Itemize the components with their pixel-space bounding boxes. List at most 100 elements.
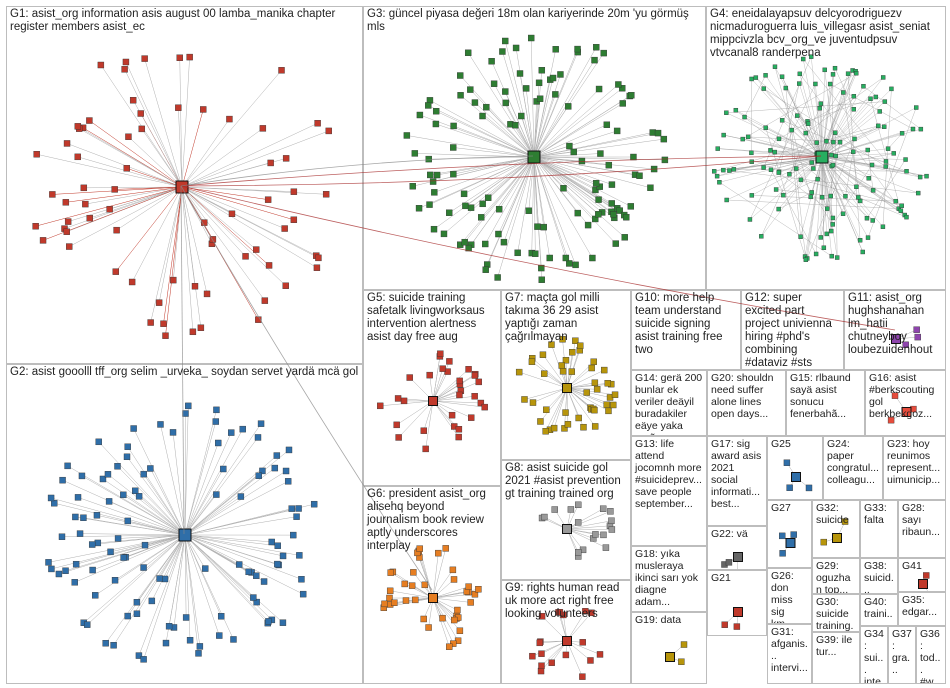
node [790,531,797,538]
node [724,197,729,203]
edge [83,186,183,189]
group-label: G9: rights human read uk more act right … [505,582,620,620]
edge [803,58,887,162]
edge [114,534,186,581]
edge [390,590,434,599]
edge [76,534,186,565]
edge [102,478,186,536]
node [62,567,69,574]
node [411,150,419,157]
hub-node [815,150,829,164]
node [579,673,586,680]
node [721,621,728,628]
node [595,85,603,93]
node [536,95,544,102]
node [891,392,899,399]
node [649,129,656,136]
node [133,610,141,617]
edge [533,132,653,158]
edge [96,515,186,536]
group-graph [515,336,619,435]
node [425,102,432,109]
edge [821,98,871,158]
edge [184,470,287,536]
node [245,568,252,576]
group-graph [820,518,849,546]
group-graph [779,531,797,557]
group-graph [45,402,318,663]
node [261,297,269,304]
node [534,223,541,230]
node [797,71,803,77]
edge [135,490,186,536]
group-g6: G6: president asist_org alisehq beyond j… [363,486,501,684]
edge [533,48,578,158]
edge [566,369,605,389]
group-g38: G38: suicid... [860,558,898,594]
node [822,67,827,73]
edge [566,528,612,530]
node [239,425,246,433]
node [495,205,503,213]
hub-node [918,579,928,589]
node [279,552,287,560]
node [410,569,417,576]
edge [150,468,186,536]
edge [163,186,183,324]
node [546,254,553,262]
node [481,403,488,411]
node [157,421,164,428]
node [761,86,766,91]
node [253,598,260,606]
group-g40: G40: traini... [860,594,898,626]
edge [432,400,481,404]
node [314,120,321,127]
node [857,238,863,243]
group-g17: G17: sig award asis 2021 social informat… [707,436,767,526]
group-g8: G8: asist suicide gol 2021 #asist preven… [501,460,631,580]
node [779,118,785,123]
node [254,434,262,441]
edge [83,534,186,623]
edge [85,186,183,205]
node [837,139,843,145]
node [763,73,768,78]
node [628,92,635,99]
edge [181,186,318,268]
edge [533,47,597,158]
node [596,651,604,658]
node [717,180,722,185]
node [74,494,82,501]
group-label: G8: asist suicide gol 2021 #asist preven… [505,462,621,500]
group-label: G41 [902,560,922,572]
node [502,99,509,107]
edge [821,156,869,179]
node [432,107,440,115]
node [577,342,584,349]
node [779,550,786,557]
node [393,421,400,429]
edge [398,400,434,438]
node [448,411,456,419]
node [462,202,469,210]
node [401,580,408,588]
node [274,560,281,568]
edge [432,381,479,402]
node [630,153,637,161]
edge [124,69,183,188]
node [861,84,866,89]
node [72,560,80,568]
node [828,193,833,199]
node [310,500,318,508]
node [556,609,564,616]
node [574,209,581,217]
node [395,434,402,441]
edge [144,58,183,188]
node [86,117,93,124]
edge [432,400,485,408]
node [827,81,833,87]
edge [133,428,186,536]
edge [831,74,834,232]
node [914,105,919,110]
node [107,548,114,556]
